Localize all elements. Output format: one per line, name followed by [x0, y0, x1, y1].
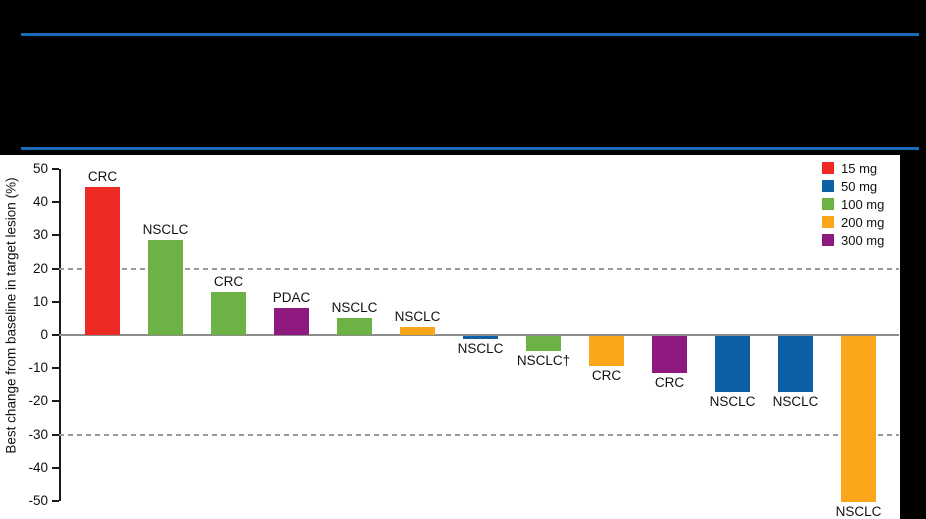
legend-swatch-icon	[822, 234, 834, 246]
bar	[274, 308, 309, 335]
y-axis-tick-label: 30	[32, 227, 48, 243]
legend-label: 100 mg	[841, 196, 885, 212]
legend-swatch-icon	[822, 216, 834, 228]
bar	[400, 326, 435, 335]
y-axis-tick-label: -40	[28, 459, 48, 475]
y-axis-tick	[52, 433, 59, 436]
legend-label: 50 mg	[841, 178, 878, 194]
y-axis-tick	[52, 367, 59, 370]
plot-area: Best change from baseline in target lesi…	[0, 155, 900, 519]
y-axis-tick-label: 40	[32, 194, 48, 210]
y-axis-tick-label: 0	[40, 327, 48, 342]
y-axis-tick-label: 10	[32, 293, 48, 309]
bar	[463, 336, 498, 340]
y-axis-title: Best change from baseline in target lesi…	[3, 177, 19, 454]
legend-item: 50 mg	[822, 179, 884, 193]
bar	[589, 336, 624, 366]
reference-line	[59, 267, 899, 270]
header-divider-bottom	[21, 147, 919, 150]
legend-label: 200 mg	[841, 214, 885, 230]
bar-label: NSCLC	[331, 300, 378, 316]
bar	[85, 187, 120, 335]
bar-label: CRC	[591, 367, 622, 383]
bar	[148, 240, 183, 335]
legend-item: 15 mg	[822, 161, 884, 175]
y-axis-tick-label: 50	[32, 161, 48, 176]
header-divider-top	[21, 33, 919, 36]
bar	[778, 336, 813, 393]
legend-item: 300 mg	[822, 233, 884, 247]
bar-label: CRC	[654, 374, 685, 390]
y-axis-tick	[52, 500, 59, 502]
y-axis-tick-label: -50	[28, 493, 48, 508]
y-axis-tick	[52, 300, 59, 303]
legend-label: 300 mg	[841, 232, 885, 248]
bar-label: CRC	[87, 169, 118, 185]
bar	[841, 336, 876, 502]
legend-swatch-icon	[822, 162, 834, 174]
y-axis-tick	[52, 234, 59, 237]
bar	[337, 318, 372, 335]
bar-label: NSCLC	[457, 341, 504, 357]
bar-label: CRC	[213, 273, 244, 289]
bar-label: NSCLC	[709, 394, 756, 410]
bar	[652, 336, 687, 373]
y-axis-tick	[52, 334, 59, 336]
y-axis-tick-label: -10	[28, 360, 48, 376]
reference-line	[59, 433, 899, 436]
bar	[715, 336, 750, 393]
legend-swatch-icon	[822, 180, 834, 192]
y-axis-tick-label: -30	[28, 426, 48, 442]
y-axis-tick	[52, 168, 59, 170]
waterfall-chart-panel: Best change from baseline in target lesi…	[0, 155, 900, 519]
y-axis-tick	[52, 400, 59, 403]
legend-item: 200 mg	[822, 215, 884, 229]
bar	[526, 336, 561, 351]
zero-baseline	[59, 334, 899, 336]
bar-label: NSCLC	[835, 504, 882, 519]
bar-label: NSCLC	[394, 308, 441, 324]
y-axis-tick-label: -20	[28, 393, 48, 409]
legend-label: 15 mg	[841, 160, 878, 176]
legend-swatch-icon	[822, 198, 834, 210]
bar-label: PDAC	[272, 290, 311, 306]
legend-item: 100 mg	[822, 197, 884, 211]
y-axis-tick-label: 20	[32, 260, 48, 276]
y-axis-tick	[52, 466, 59, 469]
dose-legend: 15 mg 50 mg 100 mg 200 mg 300 mg	[822, 161, 884, 247]
bar	[211, 291, 246, 335]
bar-label: NSCLC†	[516, 352, 571, 368]
y-axis-tick	[52, 267, 59, 270]
bar-label: NSCLC	[142, 222, 189, 238]
y-axis-tick	[52, 201, 59, 204]
bar-label: NSCLC	[772, 394, 819, 410]
